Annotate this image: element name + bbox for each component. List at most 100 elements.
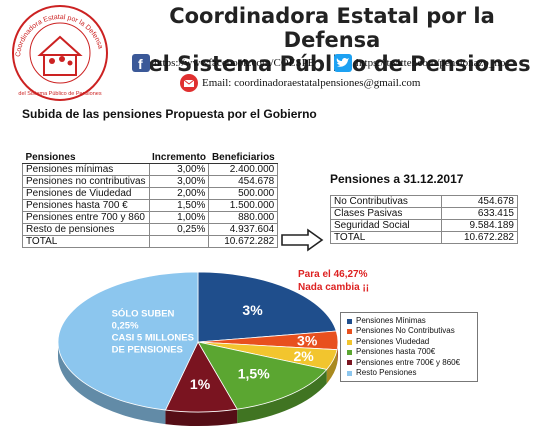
pension-increase-table: Pensiones Incremento Beneficiarios Pensi… xyxy=(22,152,279,248)
table-cell: 500.000 xyxy=(208,187,279,200)
table-cell: Resto de pensiones xyxy=(22,223,150,236)
table-cell: Clases Pasivas xyxy=(330,207,442,220)
table-cell: 4.937.604 xyxy=(208,223,279,236)
legend-label: Pensiones Viudedad xyxy=(356,336,430,346)
table-header-row: Pensiones Incremento Beneficiarios xyxy=(22,152,278,164)
twitter-icon xyxy=(334,54,352,72)
legend-swatch xyxy=(347,360,352,366)
table-row: No Contributivas 454.678 xyxy=(330,195,519,208)
pie-slice-5 xyxy=(57,271,199,411)
legend-item: Pensiones entre 700€ y 860€ xyxy=(347,358,471,368)
pie-slice-label: 2% xyxy=(293,348,314,364)
pie-slice-label: 1,5% xyxy=(238,365,270,381)
pie-slice-side xyxy=(58,342,166,425)
annotation-line2: Nada cambia ¡¡ xyxy=(298,282,370,293)
legend-swatch xyxy=(347,339,352,345)
table-row: Resto de pensiones 0,25% 4.937.604 xyxy=(22,223,279,236)
table-cell: Pensiones hasta 700 € xyxy=(22,199,150,212)
slice-annotation-text: SÓLO SUBEN xyxy=(112,308,175,320)
column-header: Beneficiarios xyxy=(208,152,278,164)
table-cell: 0,25% xyxy=(148,223,210,236)
svg-text:f: f xyxy=(138,56,143,72)
organization-logo: Coordinadora Estatal por la Defensa del … xyxy=(6,3,114,103)
table-cell: 3,00% xyxy=(148,175,210,188)
table-cell: TOTAL xyxy=(330,231,442,244)
pie-slice-side xyxy=(165,409,238,426)
table-row: Pensiones mínimas 3,00% 2.400.000 xyxy=(22,163,279,176)
pie-slice-3 xyxy=(197,341,328,410)
annotation-line1: Para el 46,27% xyxy=(298,269,368,280)
table-cell: Pensiones mínimas xyxy=(22,163,150,176)
legend-item: Pensiones Mínimas xyxy=(347,316,471,326)
table-cell: 1,00% xyxy=(148,211,210,224)
table-cell: Pensiones de Viudedad xyxy=(22,187,150,200)
table-total-row: TOTAL 10.672.282 xyxy=(330,231,519,244)
table-row: Pensiones de Viudedad 2,00% 500.000 xyxy=(22,187,279,200)
table-cell: TOTAL xyxy=(22,235,150,248)
facebook-url[interactable]: https://wwwfacebook.com/COESPE xyxy=(154,57,315,69)
legend-swatch xyxy=(347,329,352,335)
legend-item: Pensiones No Contributivas xyxy=(347,326,471,336)
table-cell: 1.500.000 xyxy=(208,199,279,212)
table-cell: 3,00% xyxy=(148,163,210,176)
slice-annotation-text: CASI 5 MILLONES xyxy=(112,333,194,344)
legend-item: Pensiones Viudedad xyxy=(347,337,471,347)
legend-label: Resto Pensiones xyxy=(356,368,417,378)
table-cell: Pensiones entre 700 y 860 xyxy=(22,211,150,224)
table-cell: 9.584.189 xyxy=(440,219,519,232)
table-row: Pensiones hasta 700 € 1,50% 1.500.000 xyxy=(22,199,279,212)
twitter-url[interactable]: https://twitter.com/pensionazo_no xyxy=(356,57,506,69)
table-cell: 10.672.282 xyxy=(440,231,519,244)
pie-slice-label: 3% xyxy=(297,333,318,349)
svg-text:del Sistema Público de Pension: del Sistema Público de Pensiones xyxy=(18,91,101,97)
table-cell xyxy=(148,235,210,248)
table-row: Seguridad Social 9.584.189 xyxy=(330,219,519,232)
legend-swatch xyxy=(347,370,352,376)
table-cell: 454.678 xyxy=(208,175,279,188)
email-icon xyxy=(180,74,198,92)
table-total-row: TOTAL 10.672.282 xyxy=(22,235,279,248)
facebook-icon: f xyxy=(132,54,150,72)
email-address[interactable]: Email: coordinadoraestatalpensiones@gmai… xyxy=(202,77,421,89)
facebook-link[interactable]: f https://wwwfacebook.com/COESPE xyxy=(132,54,314,72)
table-cell: Seguridad Social xyxy=(330,219,442,232)
column-header: Pensiones xyxy=(22,152,150,164)
pensions-total-table: No Contributivas 454.678 Clases Pasivas … xyxy=(330,195,519,244)
legend-item: Resto Pensiones xyxy=(347,368,471,378)
chart-legend: Pensiones Mínimas Pensiones No Contributi… xyxy=(340,312,478,383)
table-cell: 633.415 xyxy=(440,207,519,220)
legend-item: Pensiones hasta 700€ xyxy=(347,347,471,357)
slice-annotation-text: DE PENSIONES xyxy=(112,345,183,356)
table-row: Clases Pasivas 633.415 xyxy=(330,207,519,220)
pie-slice-0 xyxy=(197,271,337,343)
logo-seal-icon: Coordinadora Estatal por la Defensa del … xyxy=(12,5,108,101)
table-cell: 2.400.000 xyxy=(208,163,279,176)
email-link[interactable]: Email: coordinadoraestatalpensiones@gmai… xyxy=(180,74,420,92)
legend-label: Pensiones Mínimas xyxy=(356,316,426,325)
slice-annotation-text: 0,25% xyxy=(112,321,139,332)
table-row: Pensiones entre 700 y 860 1,00% 880.000 xyxy=(22,211,279,224)
twitter-link[interactable]: https://twitter.com/pensionazo_no xyxy=(334,54,505,72)
column-header: Incremento xyxy=(149,152,209,164)
pie-slice-label: 3% xyxy=(242,302,263,318)
table-cell: 10.672.282 xyxy=(208,235,279,248)
table-cell: Pensiones no contributivas xyxy=(22,175,150,188)
pie-slice-label: 1% xyxy=(190,376,211,392)
organization-title-line2: del Sistema Público de Pensiones xyxy=(133,52,531,76)
table-cell: 880.000 xyxy=(208,211,279,224)
legend-label: Pensiones entre 700€ y 860€ xyxy=(356,357,461,367)
table-cell: 2,00% xyxy=(148,187,210,200)
legend-label: Pensiones hasta 700€ xyxy=(356,347,436,357)
pensions-total-title: Pensiones a 31.12.2017 xyxy=(330,172,464,186)
pie-slice-side xyxy=(237,369,327,424)
table-cell: No Contributivas xyxy=(330,195,442,208)
legend-swatch xyxy=(347,318,352,324)
table-row: Pensiones no contributivas 3,00% 454.678 xyxy=(22,175,279,188)
legend-swatch xyxy=(347,349,352,355)
organization-title: Coordinadora Estatal por la Defensa del … xyxy=(122,4,542,76)
table-cell: 1,50% xyxy=(148,199,210,212)
organization-title-line1: Coordinadora Estatal por la Defensa xyxy=(169,4,495,52)
chart-annotation: Para el 46,27% Nada cambia ¡¡ xyxy=(298,268,369,294)
table-cell: 454.678 xyxy=(440,195,519,208)
